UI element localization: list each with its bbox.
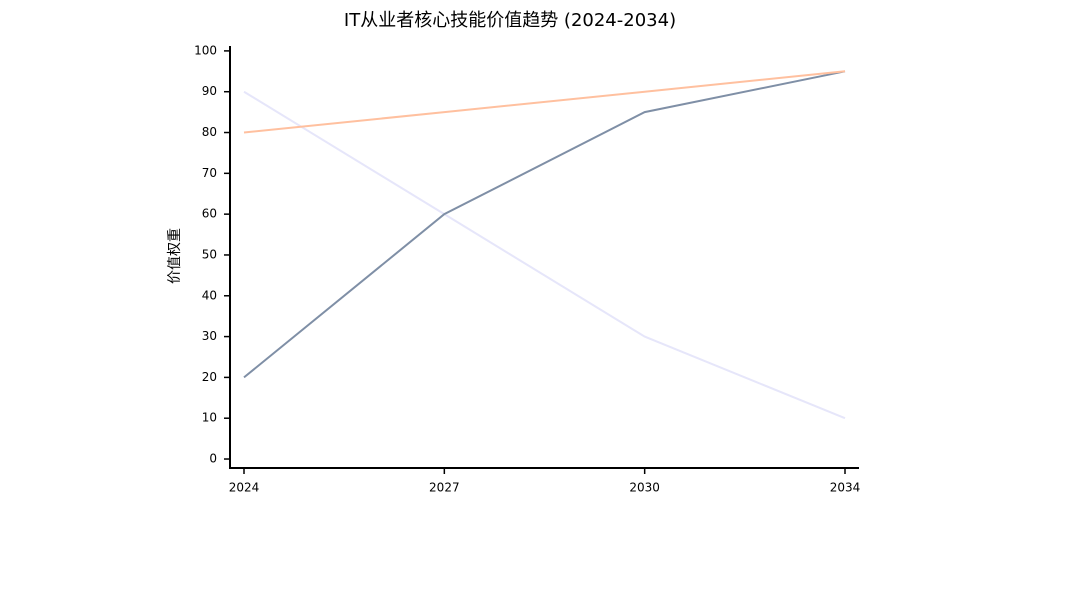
chart-title: IT从业者核心技能价值趋势 (2024-2034) [344,10,676,31]
y-tick-label: 100 [194,43,217,57]
y-tick-label: 30 [202,329,217,343]
y-tick-label: 40 [202,288,217,302]
series-line [243,70,846,379]
y-tick-label: 20 [202,370,217,384]
x-tick-label: 2027 [429,481,460,495]
y-tick-label: 80 [202,125,217,139]
y-tick-label: 60 [202,207,217,221]
x-tick-label: 2034 [830,481,861,495]
x-tick-label: 2030 [629,481,660,495]
y-tick-label: 70 [202,166,217,180]
x-tick-label: 2024 [229,481,260,495]
y-tick-label: 90 [202,84,217,98]
y-tick-label: 0 [209,452,217,466]
y-axis-label: 价值权重 [167,228,183,284]
y-tick-label: 10 [202,411,217,425]
series-line [243,70,846,134]
y-tick-label: 50 [202,247,217,261]
series-line [243,90,846,420]
